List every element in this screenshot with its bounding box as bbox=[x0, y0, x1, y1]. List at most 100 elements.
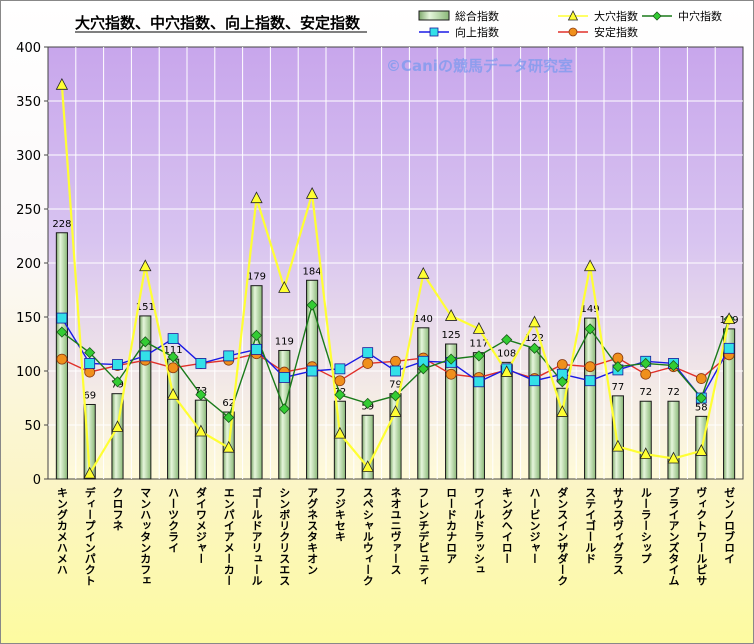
data-point bbox=[251, 343, 262, 355]
x-tick-label: ハーツクライ bbox=[167, 487, 180, 553]
x-tick-label: ネオユニヴァース bbox=[389, 487, 402, 575]
x-tick-label: ブライアンズタイム bbox=[667, 486, 680, 586]
data-label: 151 bbox=[136, 302, 155, 313]
data-point bbox=[667, 451, 680, 464]
x-tick-label: ゼンノロブロイ bbox=[723, 486, 736, 564]
data-label: 122 bbox=[525, 333, 544, 344]
data-label: 77 bbox=[612, 382, 625, 393]
data-label: 111 bbox=[164, 345, 183, 356]
bar bbox=[584, 317, 597, 480]
data-point bbox=[389, 390, 402, 402]
data-point bbox=[84, 358, 96, 369]
bar bbox=[667, 400, 680, 480]
data-label: 119 bbox=[275, 336, 294, 347]
data-point bbox=[278, 280, 291, 293]
data-point bbox=[445, 353, 457, 365]
bar bbox=[639, 400, 652, 480]
data-point bbox=[390, 365, 401, 377]
data-point bbox=[222, 440, 235, 453]
x-tick-label: ディープインパクト bbox=[83, 486, 96, 586]
data-point bbox=[333, 426, 347, 439]
data-point bbox=[722, 312, 736, 325]
data-point bbox=[389, 405, 402, 417]
data-point bbox=[334, 375, 346, 387]
data-point bbox=[612, 361, 624, 373]
data-point bbox=[695, 392, 707, 404]
data-point bbox=[472, 322, 486, 334]
data-point bbox=[139, 259, 152, 272]
data-point bbox=[334, 363, 346, 375]
data-label: 72 bbox=[639, 387, 652, 398]
data-label: 228 bbox=[52, 219, 71, 230]
legend-label: 総合指数 bbox=[455, 9, 499, 23]
data-point bbox=[195, 358, 207, 369]
x-tick-label: ダンスインザダーク bbox=[556, 486, 569, 586]
legend-marker bbox=[568, 27, 578, 37]
x-tick-label: エンパイアメーカー bbox=[222, 487, 235, 586]
data-point bbox=[167, 333, 179, 345]
y-tick-label: 50 bbox=[24, 419, 41, 434]
data-point bbox=[556, 376, 568, 388]
data-point bbox=[306, 299, 318, 311]
data-label: 117 bbox=[469, 339, 488, 350]
data-point bbox=[584, 375, 596, 387]
data-point bbox=[417, 363, 429, 375]
x-tick-label: ハービンジャー bbox=[528, 487, 541, 564]
data-point bbox=[56, 326, 68, 338]
x-tick-label: ルーラーシップ bbox=[639, 487, 652, 564]
data-point bbox=[278, 403, 290, 415]
x-tick-label: ゴールドアリュール bbox=[250, 486, 263, 586]
bar bbox=[333, 400, 346, 480]
data-label: 184 bbox=[303, 266, 322, 277]
data-point bbox=[278, 372, 290, 383]
bar bbox=[611, 395, 624, 480]
bar bbox=[306, 279, 319, 480]
data-point bbox=[306, 365, 318, 377]
data-label: 125 bbox=[442, 330, 461, 341]
data-point bbox=[250, 191, 263, 204]
y-tick-label: 100 bbox=[16, 365, 41, 380]
data-point bbox=[195, 389, 207, 401]
x-tick-label: フジキセキ bbox=[333, 487, 346, 542]
data-point bbox=[334, 389, 346, 401]
data-point bbox=[111, 420, 124, 433]
x-tick-label: ワイルドラッシュ bbox=[472, 487, 485, 575]
data-point bbox=[528, 315, 541, 328]
data-point bbox=[362, 358, 374, 369]
bar bbox=[361, 414, 374, 480]
legend-marker bbox=[567, 10, 579, 21]
data-point bbox=[695, 444, 708, 456]
data-point bbox=[556, 359, 568, 370]
x-tick-label: スペシャルウィーク bbox=[361, 487, 374, 586]
data-point bbox=[223, 350, 235, 362]
data-point bbox=[473, 350, 485, 362]
data-label: 149 bbox=[581, 304, 600, 315]
legend-label: 安定指数 bbox=[594, 25, 638, 39]
data-point bbox=[611, 439, 625, 452]
legend-label: 中穴指数 bbox=[678, 9, 722, 23]
data-point bbox=[640, 368, 652, 380]
data-point bbox=[667, 360, 680, 372]
bar bbox=[445, 343, 458, 480]
data-point bbox=[695, 373, 707, 384]
data-point bbox=[167, 362, 179, 374]
data-point bbox=[584, 323, 596, 335]
data-point bbox=[640, 357, 652, 370]
data-label: 79 bbox=[389, 380, 402, 391]
y-tick-label: 150 bbox=[16, 311, 41, 326]
data-point bbox=[362, 347, 374, 359]
bar bbox=[556, 387, 569, 480]
y-tick-label: 350 bbox=[16, 95, 41, 110]
data-point bbox=[390, 355, 401, 367]
legend-label: 向上指数 bbox=[455, 25, 499, 39]
data-point bbox=[500, 365, 513, 377]
data-point bbox=[417, 266, 430, 279]
x-tick-label: シンボリクリスエス bbox=[278, 487, 291, 586]
x-tick-label: ヴィクトワールピサ bbox=[695, 486, 708, 586]
data-point bbox=[223, 411, 235, 424]
data-label: 69 bbox=[83, 390, 96, 401]
x-tick-label: サウスヴィグラス bbox=[611, 487, 624, 575]
x-tick-label: ダイワメジャー bbox=[194, 486, 207, 564]
data-label: 179 bbox=[247, 272, 266, 283]
data-point bbox=[250, 329, 263, 341]
